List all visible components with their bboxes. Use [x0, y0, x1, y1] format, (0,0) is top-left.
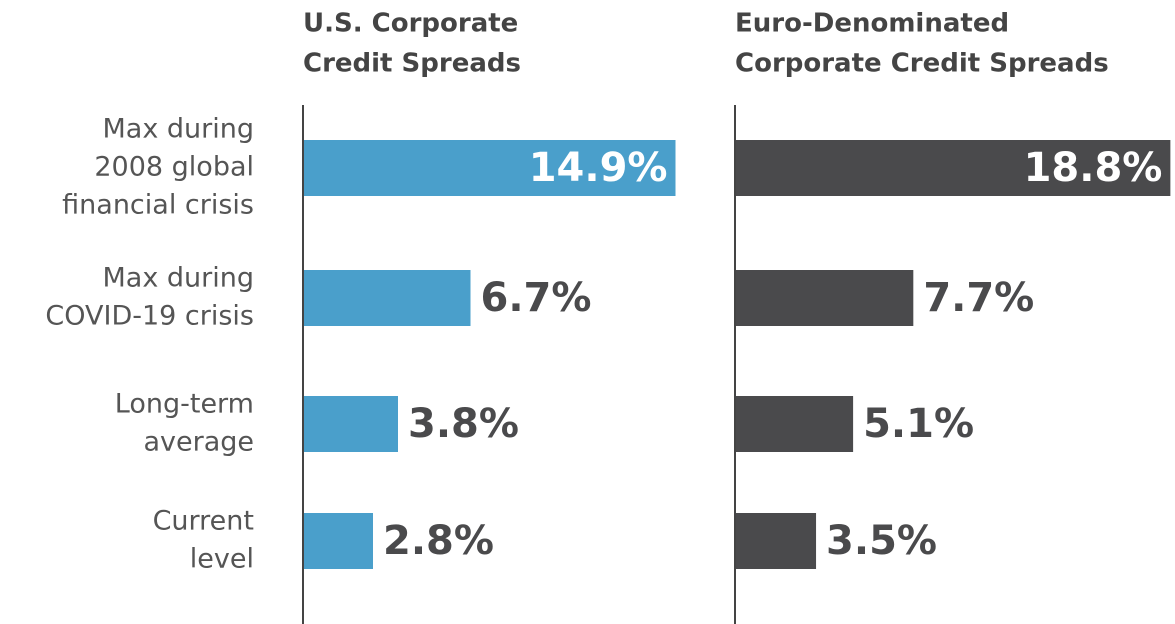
category-label: Max during — [102, 114, 254, 145]
category-label: Current — [153, 506, 254, 537]
bar — [735, 270, 914, 326]
bar — [303, 140, 676, 196]
bar — [303, 513, 373, 569]
panel-title: Credit Spreads — [303, 49, 521, 79]
bar — [735, 513, 817, 569]
bar — [303, 270, 471, 326]
value-label: 3.5% — [826, 518, 937, 564]
category-label: level — [190, 544, 254, 575]
category-label: average — [143, 427, 254, 458]
bar — [303, 396, 398, 452]
panel-title: Euro-Denominated — [735, 9, 1009, 39]
value-label: 2.8% — [383, 518, 494, 564]
value-label: 18.8% — [1024, 145, 1163, 191]
bar — [735, 140, 1171, 196]
category-label: financial crisis — [62, 190, 254, 221]
value-label: 5.1% — [863, 401, 974, 447]
category-label: Max during — [102, 263, 254, 294]
category-label: Long-term — [115, 389, 254, 420]
panel-title: U.S. Corporate — [303, 9, 518, 39]
value-label: 6.7% — [481, 275, 592, 321]
bar — [735, 396, 854, 452]
category-label: COVID-19 crisis — [45, 301, 254, 332]
category-label: 2008 global — [94, 152, 254, 183]
value-label: 7.7% — [923, 275, 1034, 321]
value-label: 14.9% — [529, 145, 668, 191]
panel-title: Corporate Credit Spreads — [735, 49, 1109, 79]
value-label: 3.8% — [408, 401, 519, 447]
